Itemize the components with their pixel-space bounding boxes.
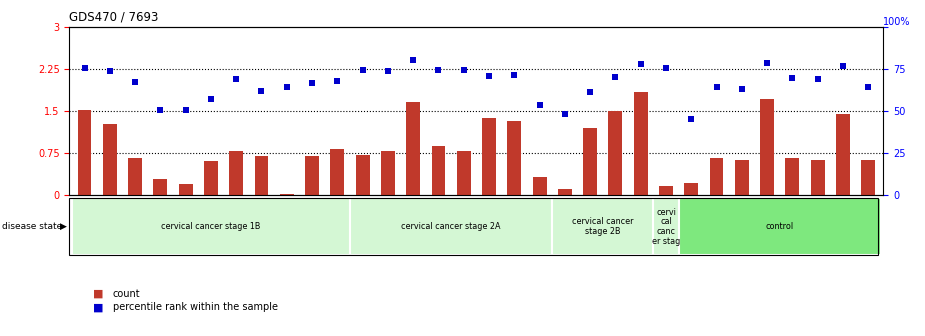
Bar: [381, 151, 395, 195]
Point: [431, 67, 446, 73]
Text: 100%: 100%: [883, 17, 911, 27]
Bar: [734, 160, 748, 195]
Bar: [457, 151, 471, 195]
Bar: [229, 151, 243, 195]
Text: cervical cancer stage 2A: cervical cancer stage 2A: [401, 222, 500, 231]
Bar: [103, 124, 117, 195]
Point: [330, 78, 345, 83]
Point: [835, 64, 850, 69]
Bar: [679, 198, 881, 255]
Point: [759, 60, 774, 66]
Bar: [129, 159, 142, 195]
Bar: [356, 155, 370, 195]
Bar: [204, 161, 218, 195]
Text: control: control: [766, 222, 794, 231]
Point: [482, 74, 497, 79]
Bar: [350, 198, 552, 255]
Point: [659, 66, 673, 71]
Text: disease state: disease state: [2, 222, 62, 231]
Bar: [154, 179, 167, 195]
Point: [558, 112, 573, 117]
Bar: [709, 159, 723, 195]
Point: [734, 86, 749, 92]
Bar: [431, 145, 446, 195]
Point: [204, 96, 218, 102]
Point: [634, 61, 648, 67]
Bar: [280, 194, 294, 195]
Bar: [305, 156, 319, 195]
Point: [709, 85, 724, 90]
Bar: [72, 198, 350, 255]
Bar: [684, 182, 698, 195]
Point: [583, 90, 598, 95]
Point: [153, 108, 167, 113]
Bar: [653, 198, 679, 255]
Bar: [179, 184, 192, 195]
Bar: [659, 186, 672, 195]
Point: [507, 72, 522, 78]
Text: ■: ■: [92, 289, 103, 299]
Point: [785, 76, 800, 81]
Text: count: count: [113, 289, 141, 299]
Bar: [254, 156, 268, 195]
Text: ▶: ▶: [60, 222, 67, 231]
Bar: [558, 189, 572, 195]
Bar: [406, 102, 420, 195]
Bar: [760, 98, 774, 195]
Bar: [330, 149, 344, 195]
Point: [77, 66, 92, 71]
Bar: [507, 121, 522, 195]
Point: [103, 68, 117, 73]
Point: [810, 76, 825, 82]
Bar: [785, 159, 799, 195]
Bar: [482, 118, 496, 195]
Text: cervi
cal
canc
er stag: cervi cal canc er stag: [652, 208, 680, 246]
Bar: [861, 160, 875, 195]
Text: ■: ■: [92, 302, 103, 312]
Point: [684, 117, 698, 122]
Bar: [533, 177, 547, 195]
Point: [279, 85, 294, 90]
Point: [406, 58, 421, 63]
Point: [608, 75, 623, 80]
Text: cervical cancer stage 1B: cervical cancer stage 1B: [161, 222, 261, 231]
Bar: [810, 160, 824, 195]
Bar: [583, 128, 597, 195]
Point: [456, 67, 471, 73]
Bar: [836, 114, 850, 195]
Bar: [78, 110, 92, 195]
Bar: [634, 92, 647, 195]
Bar: [552, 198, 653, 255]
Point: [861, 85, 876, 90]
Point: [532, 102, 547, 108]
Point: [355, 67, 370, 73]
Point: [228, 76, 243, 82]
Text: cervical cancer
stage 2B: cervical cancer stage 2B: [572, 217, 634, 236]
Bar: [609, 111, 623, 195]
Point: [380, 69, 395, 74]
Point: [254, 88, 269, 93]
Text: percentile rank within the sample: percentile rank within the sample: [113, 302, 278, 312]
Text: GDS470 / 7693: GDS470 / 7693: [69, 10, 159, 23]
Point: [304, 81, 319, 86]
Point: [179, 108, 193, 113]
Point: [128, 80, 142, 85]
